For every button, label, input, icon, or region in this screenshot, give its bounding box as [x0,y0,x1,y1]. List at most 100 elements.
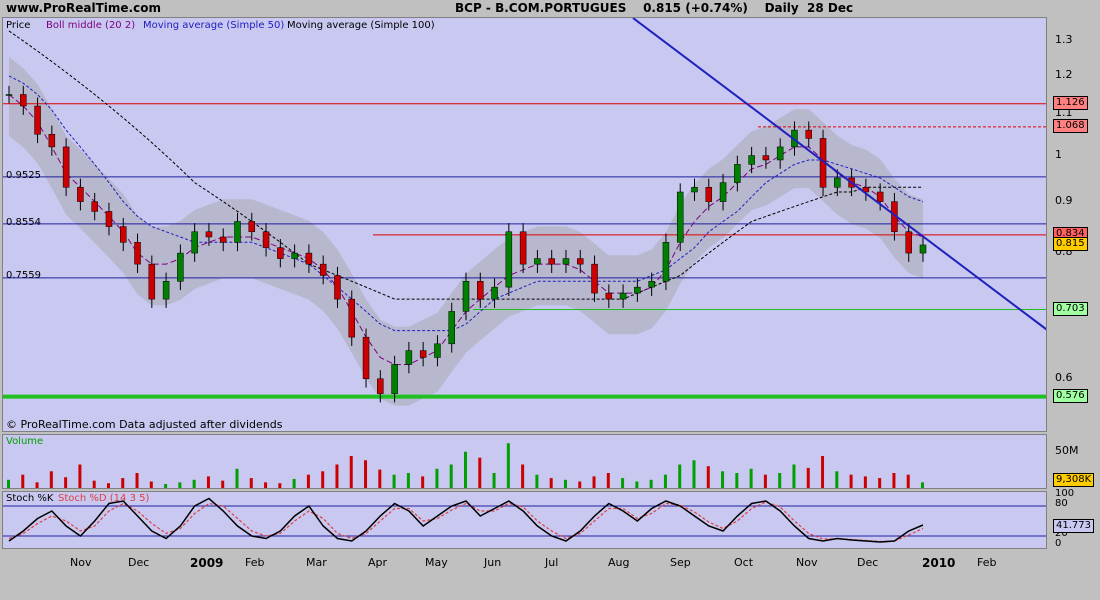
candle-body [676,191,684,243]
price-candle [234,212,241,252]
site-url[interactable]: www.ProRealTime.com [6,1,161,15]
price-candle [919,236,927,262]
volume-bar [821,456,825,488]
candle-body [477,281,484,300]
candle-body [291,252,298,259]
price-candle [305,244,313,273]
volume-bar [706,466,710,488]
candle-body [248,221,256,233]
volume-bar [64,477,68,488]
volume-bar [306,474,310,488]
price-candle [148,255,156,308]
candle-body [834,177,841,188]
candle-body [62,146,70,188]
candle-body [719,182,727,202]
candle-body [748,155,755,165]
candle-body [876,191,884,202]
candle-body [191,231,198,254]
candle-body [762,155,770,161]
volume-bar [264,482,268,488]
candle-body [619,292,627,300]
price-candle [419,341,427,367]
price-panel[interactable]: Price Boll middle (20 2) Moving average … [2,17,1047,432]
stoch-panel[interactable]: Stoch %K Stoch %D (14 3 5) [2,491,1047,549]
volume-bar [164,484,168,488]
candle-body [691,187,698,193]
stoch-current-value: 41.773 [1053,519,1094,533]
candle-body [919,244,927,254]
price-candle [348,290,355,346]
x-tick-label: Nov [70,556,92,569]
candle-body [91,201,98,212]
volume-bar [435,468,439,488]
bollinger-band [9,56,923,406]
price-candle [719,173,727,211]
price-candle [876,183,884,211]
stoch-chart [3,497,1046,543]
price-tick-label: 1 [1055,147,1062,161]
candle-body [605,292,613,300]
candle-body [277,247,284,259]
candle-body [519,231,527,265]
candle-body [491,286,498,300]
volume-current-value: 9,308K [1053,473,1095,487]
candle-body [705,187,713,202]
volume-bar [106,483,110,488]
candle-body [562,258,570,265]
price-candle [205,223,213,246]
price-candle [219,228,227,252]
volume-bar [521,464,525,488]
candle-body [305,252,313,265]
legend-price: Price [6,20,31,31]
price-candle [262,223,270,257]
candle-body [134,242,141,265]
legend-stoch-d: Stoch %D (14 3 5) [58,493,150,504]
price-candle [405,341,413,374]
candle-body [905,231,912,254]
volume-bar [449,464,453,488]
volume-bar [149,481,153,488]
volume-bar [563,479,567,488]
volume-bar [849,474,853,488]
x-tick-label: Dec [857,556,879,569]
price-candle [134,233,141,273]
x-tick-label: 2009 [190,556,224,570]
candle-body [234,221,241,243]
volume-bar [35,482,39,488]
price-candle [734,155,741,192]
volume-bar [778,473,782,488]
x-tick-label: Dec [128,556,150,569]
candle-body [548,258,555,265]
price-candle [605,284,613,308]
price-candle [5,85,13,104]
volume-panel[interactable]: Volume [2,434,1047,489]
price-candle [191,223,198,262]
price-tick-label: 1.3 [1055,32,1073,46]
volume-bar [621,478,625,488]
volume-bar [835,471,839,488]
price-candle [534,249,541,273]
candle-body [34,105,41,135]
price-tag: 0.576 [1053,388,1088,403]
volume-bar [592,476,596,488]
volume-bar [578,481,582,488]
candle-body [634,286,641,294]
volume-bar [292,478,296,488]
volume-bar [649,479,653,488]
volume-bar [349,456,353,488]
volume-bar [663,474,667,488]
volume-bar [721,471,725,488]
candle-body [20,94,27,107]
stoch-tick-label: 0 [1055,538,1062,549]
candle-body [5,94,13,96]
level-label-0-8554: 0.8554 [6,217,41,228]
trendline [632,18,1046,331]
price-candle [805,121,812,148]
price-candle [748,146,755,174]
price-tag: 1.068 [1053,118,1088,133]
price-candle [548,249,555,273]
candle-body [591,263,598,294]
price-candle [105,202,113,236]
price-candle [291,244,298,268]
x-tick-label: Sep [670,556,691,569]
